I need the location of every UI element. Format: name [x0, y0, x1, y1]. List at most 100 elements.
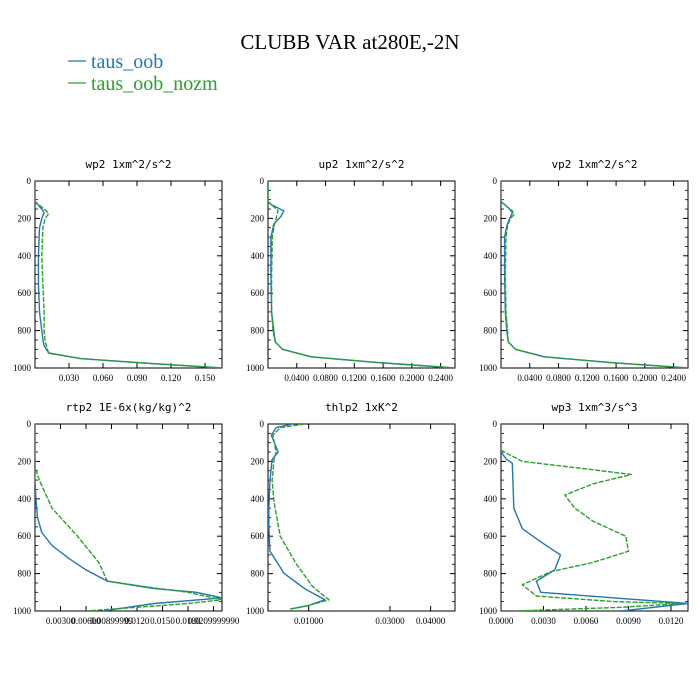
x-tick-label: 0.00300: [46, 616, 76, 626]
x-tick-label: 0.0000: [489, 616, 514, 626]
panel-title: wp2 1xm^2/s^2: [85, 158, 171, 171]
x-tick-label: 0.090: [127, 373, 148, 383]
x-tick-label: 0.0120: [125, 616, 150, 626]
x-tick-label: 0.00600: [71, 616, 101, 626]
series-line-taus-oob-nozm: [271, 424, 330, 610]
plot-frame: [34, 423, 223, 612]
plot-frame: [500, 423, 689, 612]
x-tick-label: 0.0150: [150, 616, 175, 626]
x-tick-label: 0.0800: [546, 373, 571, 383]
x-tick-label: 0.0209999990: [188, 616, 240, 626]
y-tick-label: 800: [251, 326, 265, 336]
y-tick-label: 800: [18, 569, 32, 579]
y-tick-label: 0: [493, 176, 498, 186]
y-tick-label: 800: [251, 569, 265, 579]
y-tick-label: 400: [18, 251, 32, 261]
y-tick-label: 400: [251, 251, 265, 261]
y-tick-label: 800: [484, 569, 498, 579]
x-tick-label: 0.0180: [176, 616, 201, 626]
x-tick-label: 0.0030: [531, 616, 556, 626]
x-tick-label: 0.2400: [661, 373, 686, 383]
plot-frame: [34, 180, 223, 369]
x-tick-label: 0.00899999: [90, 616, 133, 626]
x-tick-label: 0.150: [195, 373, 216, 383]
figure-title: CLUBB VAR at280E,-2N: [240, 30, 459, 54]
y-tick-label: 600: [251, 288, 265, 298]
panel-3: vp2 1xm^2/s^2 0 200 400 600 800 1000 0.0400 0.08…: [479, 158, 689, 383]
series-line-taus-oob: [501, 424, 688, 611]
y-tick-label: 400: [251, 494, 265, 504]
x-tick-label: 0.2000: [632, 373, 657, 383]
y-tick-label: 0: [27, 176, 32, 186]
series-line-taus-oob-nozm: [501, 424, 683, 611]
x-tick-label: 0.0120: [659, 616, 684, 626]
y-tick-label: 400: [18, 494, 32, 504]
y-tick-label: 1000: [246, 363, 265, 373]
panel-title: thlp2 1xK^2: [325, 401, 398, 414]
panel-1: wp2 1xm^2/s^2 0 200 400 600 800 1000 0.030 0.060…: [13, 158, 223, 383]
panel-title: vp2 1xm^2/s^2: [551, 158, 637, 171]
y-tick-label: 600: [251, 531, 265, 541]
series-line-taus-oob: [501, 181, 688, 368]
x-tick-label: 0.0090: [616, 616, 641, 626]
y-tick-label: 800: [484, 326, 498, 336]
x-tick-label: 0.01000: [294, 616, 324, 626]
legend: taus_oob taus_oob_nozm: [68, 51, 218, 95]
y-tick-label: 1000: [13, 606, 32, 616]
y-tick-label: 200: [18, 456, 32, 466]
y-tick-label: 600: [18, 288, 32, 298]
y-tick-label: 200: [251, 213, 265, 223]
y-tick-label: 0: [493, 419, 498, 429]
y-tick-label: 200: [484, 456, 498, 466]
x-tick-label: 0.1600: [604, 373, 629, 383]
y-tick-label: 800: [18, 326, 32, 336]
x-tick-label: 0.03000: [375, 616, 405, 626]
x-tick-label: 0.1600: [371, 373, 396, 383]
panel-title: rtp2 1E-6x(kg/kg)^2: [66, 401, 192, 414]
y-tick-label: 0: [260, 419, 265, 429]
panel-title: wp3 1xm^3/s^3: [551, 401, 637, 414]
x-tick-label: 0.0800: [313, 373, 338, 383]
y-tick-label: 1000: [479, 363, 498, 373]
plot-frame: [267, 180, 456, 369]
y-tick-label: 1000: [246, 606, 265, 616]
x-tick-label: 0.04000: [416, 616, 446, 626]
series-line-taus-oob: [35, 181, 222, 368]
series-line-taus-oob-nozm: [35, 181, 222, 368]
x-tick-label: 0.060: [93, 373, 114, 383]
y-tick-label: 1000: [479, 606, 498, 616]
legend-label-taus-oob: taus_oob: [91, 51, 163, 73]
series-line-taus-oob: [35, 424, 222, 611]
x-tick-label: 0.030: [59, 373, 80, 383]
panel-5: thlp2 1xK^2 0 200 400 600 800 1000 0.01000 0.030…: [246, 401, 456, 626]
panel-2: up2 1xm^2/s^2 0 200 400 600 800 1000 0.0400 0.08…: [246, 158, 456, 383]
y-tick-label: 600: [484, 531, 498, 541]
x-tick-label: 0.1200: [342, 373, 367, 383]
x-tick-label: 0.0060: [574, 616, 599, 626]
panel-title: up2 1xm^2/s^2: [318, 158, 404, 171]
y-tick-label: 600: [18, 531, 32, 541]
x-tick-label: 0.120: [161, 373, 182, 383]
series-line-taus-oob: [268, 181, 455, 368]
plot-frame: [500, 180, 689, 369]
series-line-taus-oob: [268, 424, 326, 610]
series-line-taus-oob-nozm: [268, 181, 455, 368]
y-tick-label: 200: [18, 213, 32, 223]
y-tick-label: 0: [27, 419, 32, 429]
series-line-taus-oob-nozm: [35, 424, 222, 611]
x-tick-label: 0.2400: [428, 373, 453, 383]
y-tick-label: 1000: [13, 363, 32, 373]
y-tick-label: 200: [251, 456, 265, 466]
y-tick-label: 0: [260, 176, 265, 186]
panel-grid: wp2 1xm^2/s^2 0 200 400 600 800 1000 0.030 0.060…: [13, 158, 689, 626]
y-tick-label: 600: [484, 288, 498, 298]
panel-4: rtp2 1E-6x(kg/kg)^2 0 200 400 600 800 1000 0.00…: [13, 401, 240, 626]
x-tick-label: 0.0400: [284, 373, 309, 383]
x-tick-label: 0.2000: [399, 373, 424, 383]
legend-label-taus-oob-nozm: taus_oob_nozm: [91, 73, 218, 95]
y-tick-label: 200: [484, 213, 498, 223]
y-tick-label: 400: [484, 251, 498, 261]
x-tick-label: 0.1200: [575, 373, 600, 383]
